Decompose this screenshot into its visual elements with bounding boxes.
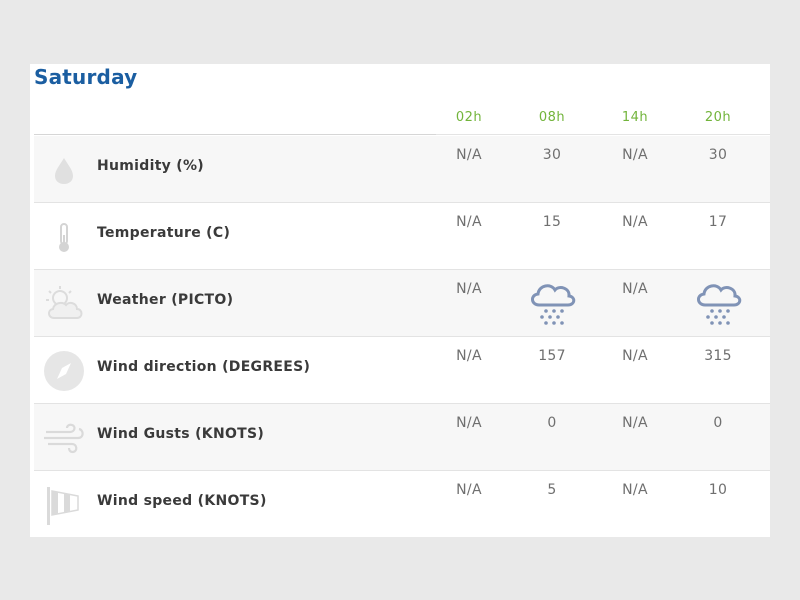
value-cell: N/A	[456, 147, 482, 163]
value-cell: 157	[538, 348, 566, 364]
table-row-humidity: Humidity (%) N/A 30 N/A 30	[34, 136, 770, 203]
value-cell: N/A	[456, 281, 482, 297]
table-row-wind-gusts: Wind Gusts (KNOTS) N/A 0 N/A 0	[34, 404, 770, 471]
table-row-wind-speed: Wind speed (KNOTS) N/A 5 N/A 10	[34, 471, 770, 537]
row-label: Wind Gusts (KNOTS)	[97, 426, 265, 442]
wind-gusts-icon	[42, 416, 86, 460]
value-cell: N/A	[456, 214, 482, 230]
value-cell: N/A	[622, 415, 648, 431]
value-cell: 30	[708, 147, 728, 163]
forecast-card: Saturday 02h 08h 14h 20h Humidity (%) N/…	[30, 64, 770, 537]
value-cell: 0	[713, 415, 723, 431]
value-cell: 5	[547, 482, 557, 498]
table-row-wind-direction: Wind direction (DEGREES) N/A 157 N/A 315	[34, 337, 770, 404]
compass-icon	[42, 349, 86, 393]
value-cell: N/A	[622, 214, 648, 230]
value-cell: N/A	[456, 348, 482, 364]
row-label: Humidity (%)	[97, 158, 205, 174]
value-cell: N/A	[456, 415, 482, 431]
row-label: Temperature (C)	[97, 225, 231, 241]
table-row-weather: Weather (PICTO) N/A N/A	[34, 270, 770, 337]
row-label: Weather (PICTO)	[97, 292, 234, 308]
hour-label: 02h	[455, 110, 483, 125]
thermometer-icon	[42, 215, 86, 259]
value-cell: N/A	[622, 482, 648, 498]
table-row-temperature: Temperature (C) N/A 15 N/A 17	[34, 203, 770, 270]
value-cell: N/A	[622, 281, 648, 297]
value-cell: N/A	[456, 482, 482, 498]
value-cell: 0	[547, 415, 557, 431]
hour-label: 08h	[538, 110, 566, 125]
snow-rain-icon	[688, 277, 748, 329]
row-label: Wind speed (KNOTS)	[97, 493, 267, 509]
value-cell: 17	[708, 214, 728, 230]
snow-rain-icon	[522, 277, 582, 329]
value-cell: N/A	[622, 348, 648, 364]
value-cell: 10	[708, 482, 728, 498]
header-divider	[34, 134, 436, 135]
windsock-icon	[42, 483, 86, 527]
value-cell: 30	[542, 147, 562, 163]
day-title: Saturday	[34, 65, 138, 89]
row-label: Wind direction (DEGREES)	[97, 359, 311, 375]
weather-icon	[42, 282, 86, 326]
header-divider	[436, 134, 770, 135]
value-cell: 15	[542, 214, 562, 230]
value-cell: 315	[704, 348, 732, 364]
forecast-table: Humidity (%) N/A 30 N/A 30 Temperature (…	[34, 136, 770, 537]
hour-label: 14h	[621, 110, 649, 125]
hour-label: 20h	[704, 110, 732, 125]
hour-header-row: 02h 08h 14h 20h	[34, 108, 770, 135]
humidity-icon	[42, 148, 86, 192]
value-cell: N/A	[622, 147, 648, 163]
